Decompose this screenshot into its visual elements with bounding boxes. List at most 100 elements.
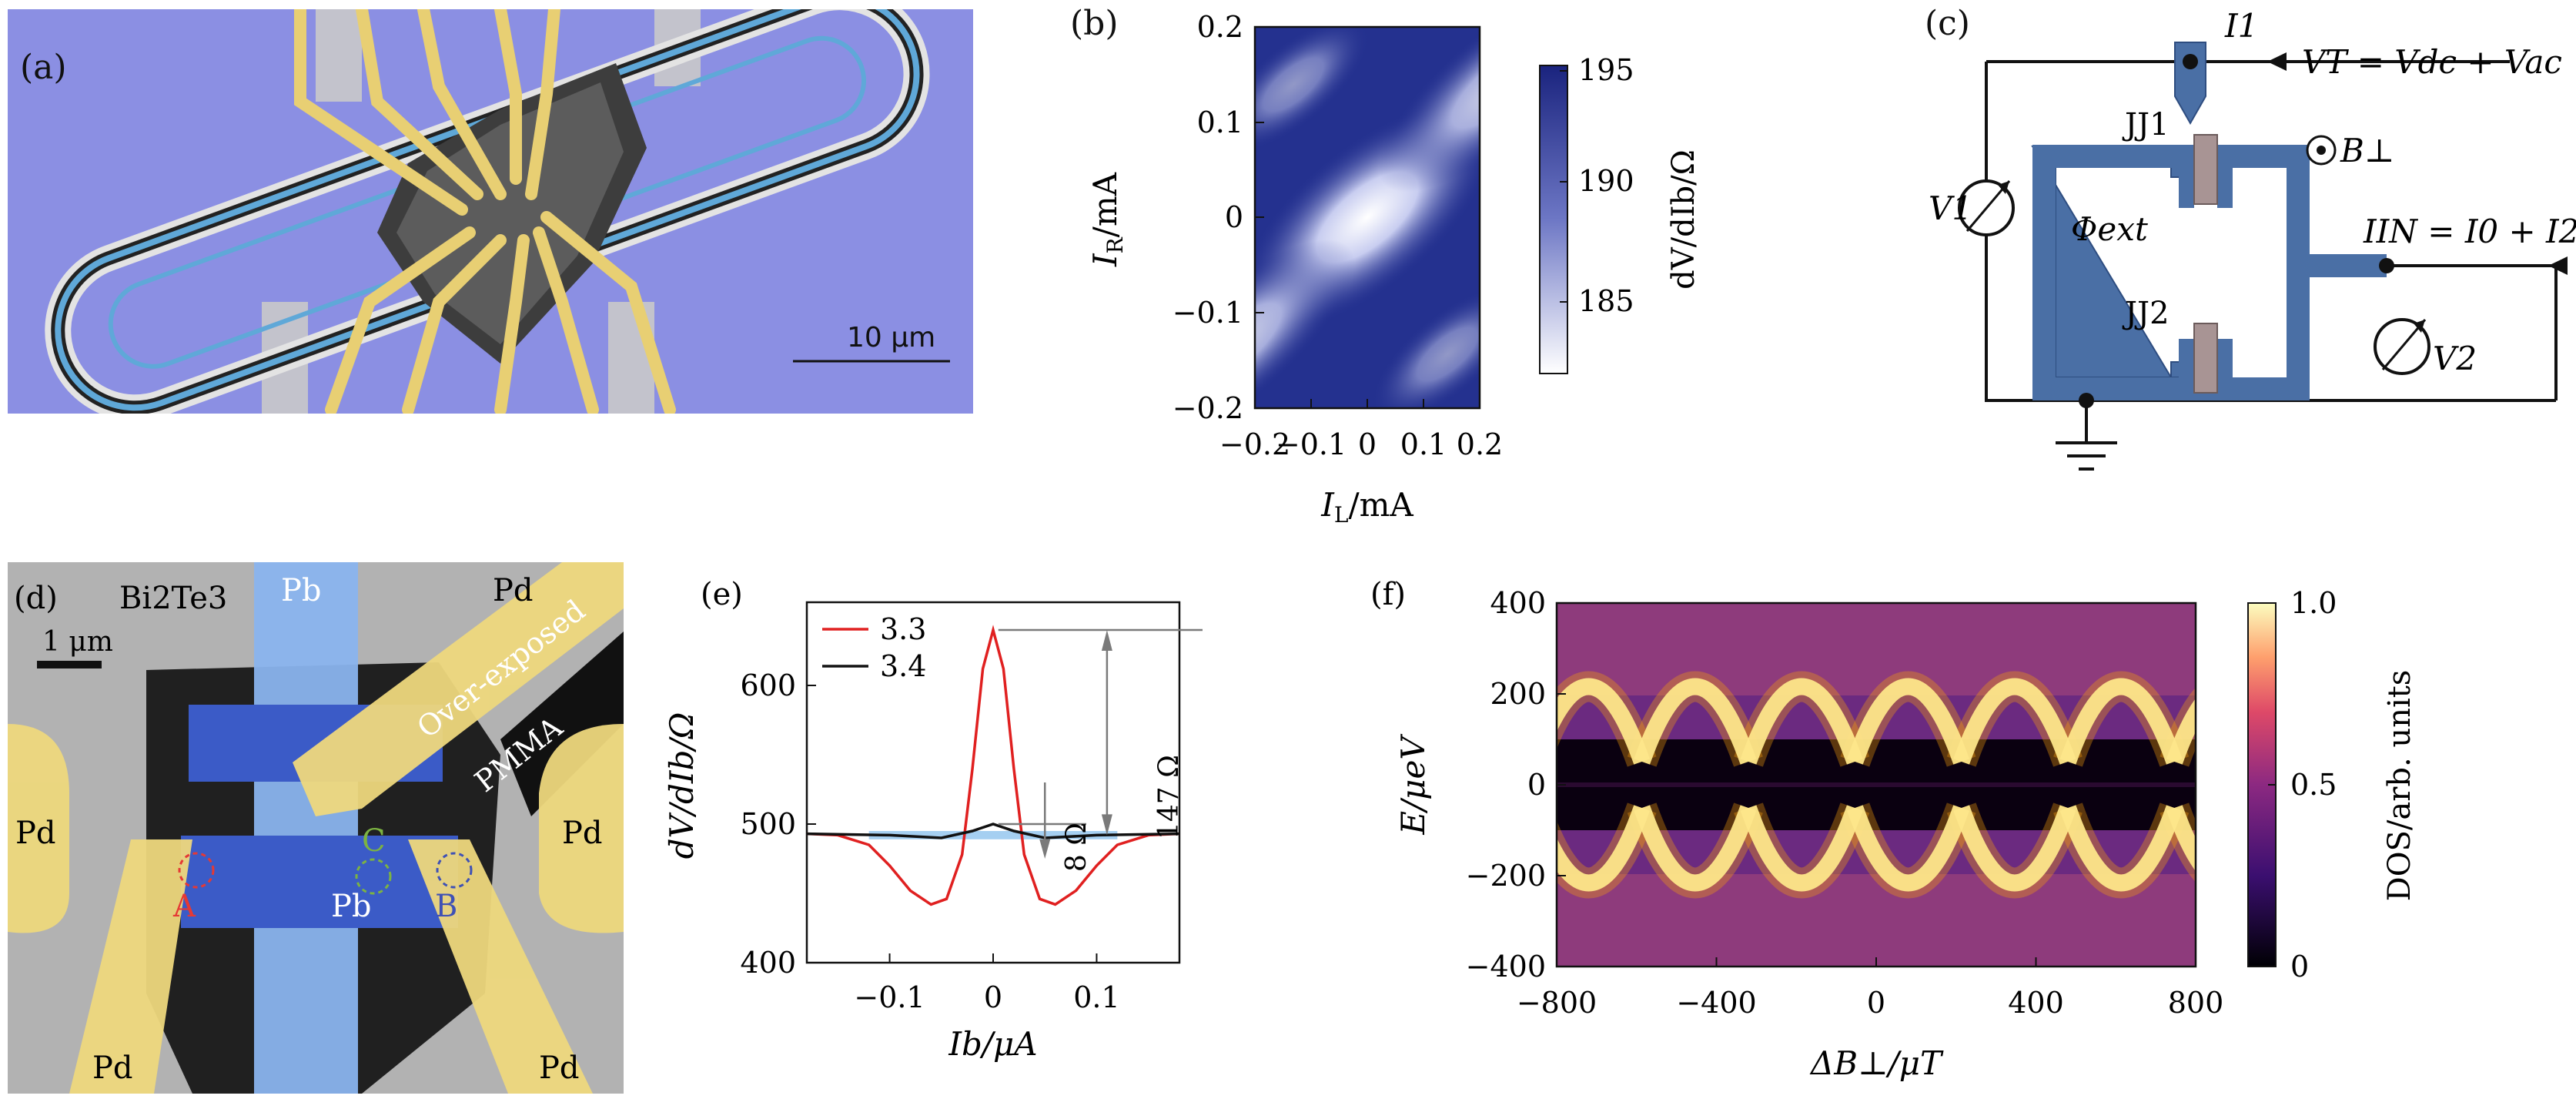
panel-e-xtick-label: 0.1 (1073, 980, 1119, 1014)
panel-d: (d) Bi2Te3 Pb Pb Pd Pd Pd Pd Pd 1 μm A C… (8, 562, 624, 1094)
pb-bottom-block (181, 836, 458, 928)
panel-d-scalebar: 1 μm (42, 626, 113, 658)
panel-e-xtick-label: −0.1 (854, 980, 925, 1014)
panel-f-plot: (f) −800 −400 0 400 800 400 200 0 −200 −… (1370, 577, 2417, 1082)
point-a-marker (178, 852, 215, 889)
panel-f-cbtick-1: 0.5 (2290, 768, 2337, 802)
pd-electrode-a (69, 839, 192, 1094)
panel-d-point-a: A (172, 889, 196, 924)
panel-d-pd-4: Pd (539, 1050, 580, 1086)
panel-b-label: (b) (1070, 4, 1119, 43)
panel-e-arrowhead-147-top (1101, 630, 1112, 651)
panel-e-label: (e) (701, 577, 743, 612)
point-b-marker (436, 852, 473, 889)
panel-b-ylabel: IR/mA (1086, 172, 1128, 267)
panel-b-ytick-2: 0 (1225, 200, 1243, 234)
panel-e-ylabel: dV/dIb/Ω (663, 712, 701, 859)
pb-vertical-strip (254, 562, 358, 1094)
panel-f-cbtick-0: 1.0 (2290, 586, 2337, 620)
pd-electrode-left (8, 724, 69, 933)
panel-d-label: (d) (14, 581, 58, 616)
panel-b-xtick-1: −0.1 (1276, 427, 1347, 461)
label-v1: V1 (1929, 189, 1972, 227)
current-probe (2174, 42, 2206, 126)
panel-f-bound-state-arc (2059, 678, 2183, 765)
panel-e-annot-8: 8 Ω (1061, 823, 1092, 872)
panel-f-bound-state-arc (2166, 698, 2196, 765)
panel-f-bound-state-arc (1634, 678, 1757, 765)
panel-d-pb-top: Pb (281, 573, 322, 608)
label-phi: Φext (2071, 210, 2148, 248)
panel-f-ytick-2: 0 (1527, 768, 1546, 802)
panel-c: (c) (1778, 0, 2576, 539)
panel-b-xtick-4: 0.2 (1457, 427, 1503, 461)
panel-e-arrowhead-147-bottom (1101, 814, 1112, 836)
panel-e-ytick-label: 400 (740, 946, 796, 980)
panel-d-material: Bi2Te3 (119, 581, 227, 616)
panel-b-ytick-3: −0.1 (1173, 296, 1243, 330)
label-vt: VT = Vdc + Vac (2302, 43, 2562, 81)
panel-e-ytick-label: 600 (740, 668, 796, 702)
panel-e-legend-label: 3.3 (880, 612, 926, 646)
panel-f-xlabel: ΔB⊥/μT (1809, 1044, 1944, 1082)
panel-b-plot: −0.2 −0.1 0 0.1 0.2 0.2 0.1 0 −0.1 −0.2 … (1086, 10, 1701, 528)
panel-d-pd-1: Pd (15, 816, 56, 851)
panel-a-sem-image (8, 0, 973, 421)
panel-d-pb-bottom: Pb (331, 889, 372, 924)
panel-f-bound-state-arc (1634, 805, 1757, 892)
panel-f: (f) −800 −400 0 400 800 400 200 0 −200 −… (1347, 562, 2576, 1094)
panel-f-xtick-1: −400 (1676, 986, 1756, 1020)
panel-e: (e) −0.1 0 0.1 400 500 600 3.3 3.4 Ib/μA dV/dI… (631, 562, 1340, 1094)
panel-d-point-c: C (362, 823, 386, 859)
label-jj2: JJ2 (2122, 296, 2170, 331)
panel-b-ytick-1: 0.1 (1197, 106, 1243, 139)
panel-b: (b) (1001, 0, 1778, 539)
label-i1: I1 (2224, 7, 2258, 45)
panel-f-bound-state-arc (1557, 805, 1651, 892)
panel-e-ytick-label: 500 (740, 807, 796, 841)
panel-c-label: (c) (1925, 4, 1970, 43)
panel-b-xtick-3: 0.1 (1400, 427, 1447, 461)
panel-f-bound-state-arc (2166, 805, 2196, 872)
panel-f-bound-state-arc (1557, 678, 1651, 765)
panel-d-sem-image: (d) Bi2Te3 Pb Pb Pd Pd Pd Pd Pd 1 μm A C… (8, 562, 624, 1094)
point-c-marker (355, 858, 392, 895)
panel-f-cbtick-2: 0 (2290, 950, 2309, 983)
panel-e-series-3.4 (806, 823, 1180, 839)
label-jj1: JJ1 (2122, 107, 2170, 142)
panel-b-cbtick-0: 195 (1578, 53, 1634, 87)
panel-b-xtick-0: −0.2 (1219, 427, 1290, 461)
panel-b-ytick-4: −0.2 (1173, 391, 1243, 425)
panel-f-bound-state-glow (2281, 687, 2387, 762)
panel-f-bound-state-arc (2059, 805, 2183, 892)
panel-d-pd-2: Pd (562, 816, 603, 851)
panel-f-bound-state-arc (1740, 805, 1863, 892)
panel-a-label: (a) (20, 48, 67, 87)
panel-f-bound-state-arc (1740, 678, 1863, 765)
label-b-perp: B⊥ (2340, 132, 2394, 169)
panel-b-xtick-2: 0 (1358, 427, 1377, 461)
panel-f-bound-state-arc (1953, 678, 2076, 765)
panel-f-ytick-0: 400 (1490, 586, 1546, 620)
panel-f-bound-state-arc (2281, 808, 2387, 883)
panel-b-cbtick-2: 185 (1578, 284, 1634, 318)
panel-e-baseline-band (868, 831, 1118, 839)
jj2-junction (2193, 323, 2218, 394)
panel-e-chart: (e) −0.1 0 0.1 400 500 600 3.33.4 Ib/μA dV/dI… (663, 577, 1203, 1063)
panel-f-bound-state-glow (2281, 808, 2387, 883)
panel-b-ytick-0: 0.2 (1197, 10, 1243, 44)
panel-b-colorbar (1539, 65, 1568, 374)
panel-f-bound-state-arc (2281, 687, 2387, 762)
panel-f-colorbar-label: DOS/arb. units (2382, 670, 2417, 902)
panel-a-scalebar-label: 10 μm (847, 322, 936, 353)
panel-f-ytick-4: −400 (1466, 950, 1546, 983)
panel-e-xtick-label: 0 (984, 980, 1002, 1014)
panel-b-xlabel: IL/mA (1320, 486, 1413, 528)
panel-e-xlabel: Ib/μA (948, 1025, 1037, 1063)
panel-f-ytick-3: −200 (1466, 859, 1546, 893)
panel-f-xtick-0: −800 (1517, 986, 1597, 1020)
panel-b-cbtick-1: 190 (1578, 164, 1634, 198)
panel-d-pd-0: Pd (493, 573, 534, 608)
panel-e-legend-label: 3.4 (880, 649, 926, 683)
panel-f-xtick-4: 800 (2168, 986, 2224, 1020)
